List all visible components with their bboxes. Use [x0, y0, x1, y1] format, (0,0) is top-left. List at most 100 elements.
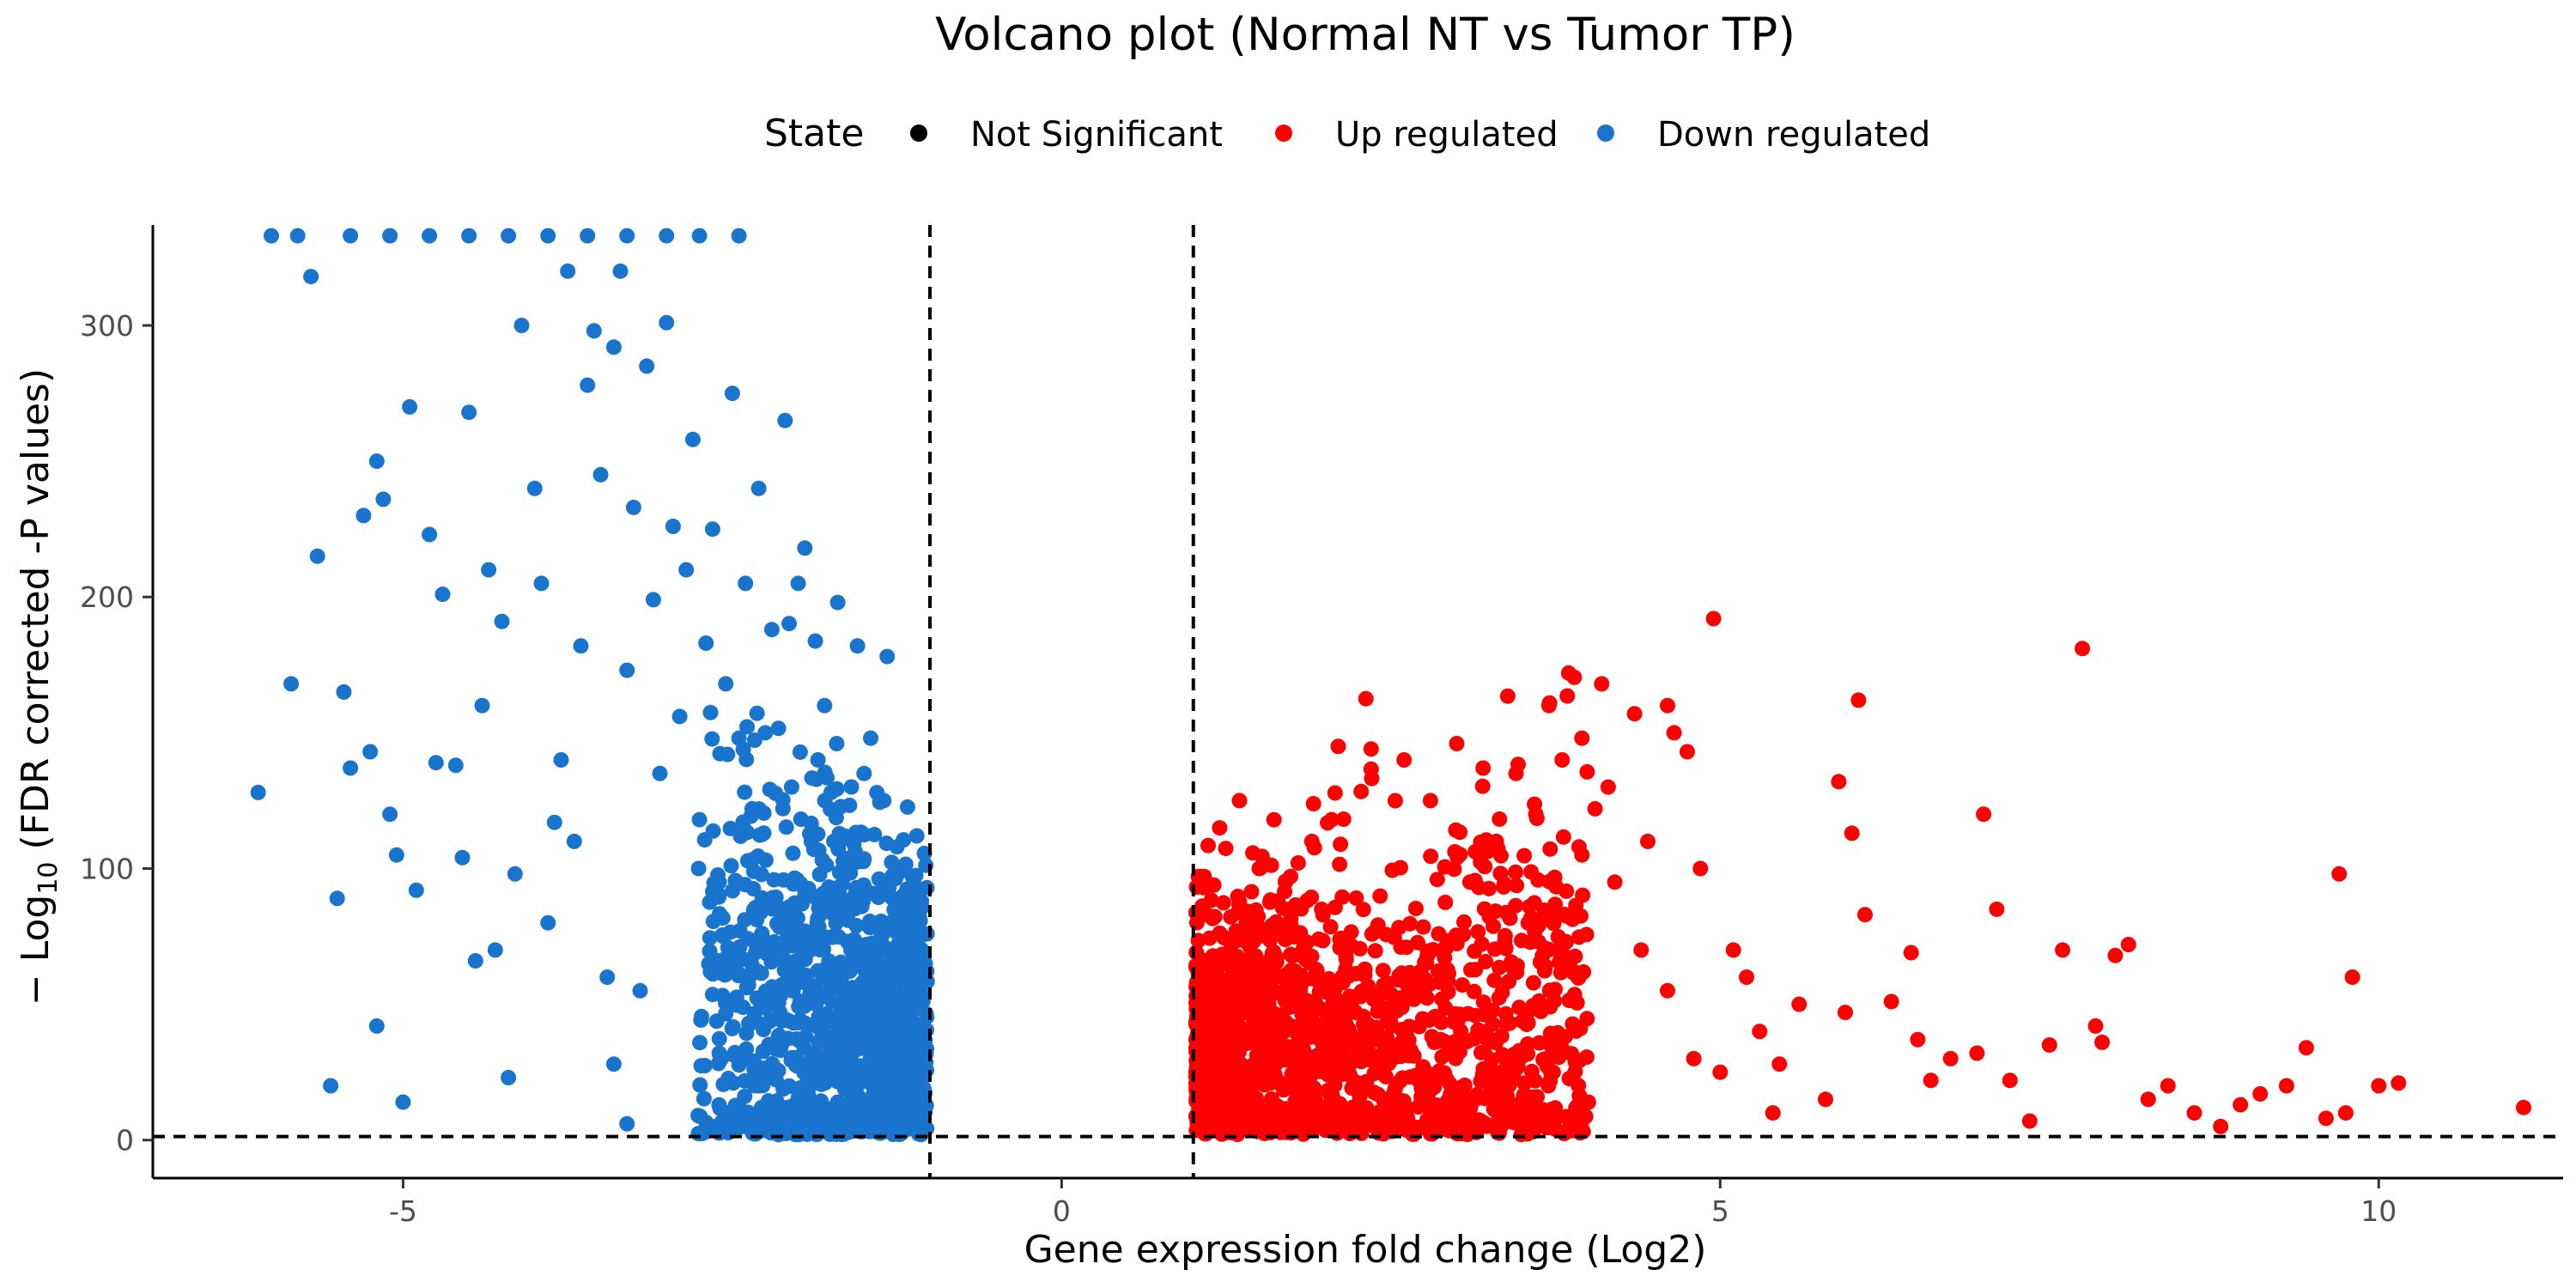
point-up-regulated — [1429, 872, 1445, 888]
point-up-regulated — [1437, 940, 1453, 957]
point-up-regulated — [1261, 995, 1277, 1012]
point-down-regulated — [702, 963, 719, 980]
point-up-regulated — [1388, 1003, 1405, 1018]
point-down-regulated — [883, 1078, 898, 1094]
point-up-regulated — [1516, 848, 1533, 864]
point-up-regulated — [1327, 785, 1343, 801]
point-down-regulated — [382, 228, 398, 244]
point-down-regulated — [573, 638, 589, 654]
point-down-regulated — [856, 1115, 872, 1132]
point-up-regulated — [1540, 1078, 1557, 1094]
y-axis-title-subscript: 10 — [33, 861, 64, 894]
x-tick-label: -5 — [389, 1194, 417, 1228]
point-down-regulated — [756, 825, 772, 841]
y-axis-title-suffix: (FDR corrected -P values) — [14, 368, 58, 862]
point-down-regulated — [803, 1050, 819, 1066]
point-up-regulated — [1286, 963, 1303, 979]
point-up-regulated — [1514, 1013, 1530, 1030]
point-down-regulated — [586, 323, 602, 339]
point-up-regulated — [1526, 895, 1542, 911]
point-up-regulated — [2160, 1078, 2176, 1094]
point-up-regulated — [1414, 1011, 1431, 1027]
point-up-regulated — [1555, 829, 1571, 845]
point-up-regulated — [1508, 765, 1524, 781]
point-down-regulated — [813, 906, 829, 922]
point-down-regulated — [790, 1015, 806, 1030]
point-down-regulated — [884, 946, 901, 963]
point-up-regulated — [1660, 982, 1675, 999]
point-up-regulated — [1382, 1092, 1399, 1109]
point-up-regulated — [1496, 878, 1512, 895]
point-down-regulated — [919, 1121, 935, 1137]
point-down-regulated — [729, 963, 745, 980]
point-down-regulated — [841, 797, 858, 813]
point-up-regulated — [1449, 736, 1465, 751]
point-down-regulated — [855, 854, 872, 870]
point-down-regulated — [810, 752, 826, 768]
point-down-regulated — [735, 999, 751, 1016]
y-tick-label: 0 — [116, 1124, 134, 1157]
point-down-regulated — [368, 453, 385, 470]
point-up-regulated — [1791, 996, 1807, 1012]
point-up-regulated — [1366, 1028, 1382, 1044]
point-up-regulated — [2087, 1018, 2104, 1034]
point-up-regulated — [1435, 1120, 1451, 1136]
point-up-regulated — [1203, 1034, 1219, 1050]
point-up-regulated — [1528, 806, 1544, 823]
point-down-regulated — [739, 853, 756, 869]
point-up-regulated — [1486, 1091, 1502, 1108]
point-down-regulated — [678, 562, 695, 578]
point-up-regulated — [1492, 811, 1508, 827]
point-up-regulated — [1479, 843, 1496, 860]
point-up-regulated — [1243, 884, 1260, 900]
point-down-regulated — [737, 912, 753, 928]
point-up-regulated — [1269, 1097, 1285, 1114]
point-down-regulated — [533, 575, 550, 592]
point-up-regulated — [1258, 955, 1274, 970]
point-down-regulated — [859, 1009, 875, 1025]
point-up-regulated — [1330, 738, 1346, 755]
point-down-regulated — [873, 913, 890, 929]
point-up-regulated — [1456, 1077, 1473, 1093]
point-up-regulated — [1481, 908, 1498, 925]
point-up-regulated — [1372, 888, 1388, 904]
point-down-regulated — [853, 824, 869, 841]
point-down-regulated — [724, 386, 740, 402]
point-down-regulated — [704, 987, 720, 1003]
point-up-regulated — [1303, 833, 1320, 849]
point-down-regulated — [592, 466, 609, 483]
point-up-regulated — [1296, 1042, 1312, 1058]
point-down-regulated — [526, 480, 543, 496]
point-up-regulated — [1516, 1089, 1532, 1105]
legend-label: Up regulated — [1335, 115, 1558, 155]
point-up-regulated — [1393, 939, 1409, 956]
point-up-regulated — [1278, 874, 1294, 890]
point-down-regulated — [711, 874, 727, 890]
legend-item-down-regulated: Down regulated — [1597, 115, 1930, 155]
point-up-regulated — [1437, 1033, 1452, 1049]
legend: State Not Significant Up regulated Down re… — [764, 112, 1930, 155]
point-up-regulated — [1348, 1005, 1364, 1021]
point-up-regulated — [1422, 793, 1438, 809]
point-up-regulated — [1739, 969, 1754, 985]
point-down-regulated — [876, 793, 892, 809]
x-tick-label: 10 — [2360, 1194, 2397, 1228]
point-up-regulated — [1317, 1100, 1334, 1116]
point-down-regulated — [787, 969, 804, 986]
point-up-regulated — [1245, 845, 1261, 861]
point-up-regulated — [1666, 725, 1682, 741]
point-down-regulated — [829, 736, 845, 751]
point-up-regulated — [1600, 779, 1616, 795]
legend-title: State — [764, 112, 864, 155]
point-up-regulated — [2041, 1037, 2057, 1053]
point-up-regulated — [2233, 1097, 2249, 1113]
point-down-regulated — [753, 995, 769, 1012]
point-down-regulated — [760, 946, 775, 963]
point-up-regulated — [1325, 1112, 1341, 1128]
point-down-regulated — [727, 1097, 744, 1114]
point-up-regulated — [1353, 783, 1370, 799]
point-up-regulated — [2516, 1099, 2531, 1115]
point-down-regulated — [727, 943, 744, 959]
point-down-regulated — [900, 1039, 916, 1054]
y-tick-label: 200 — [80, 580, 134, 614]
